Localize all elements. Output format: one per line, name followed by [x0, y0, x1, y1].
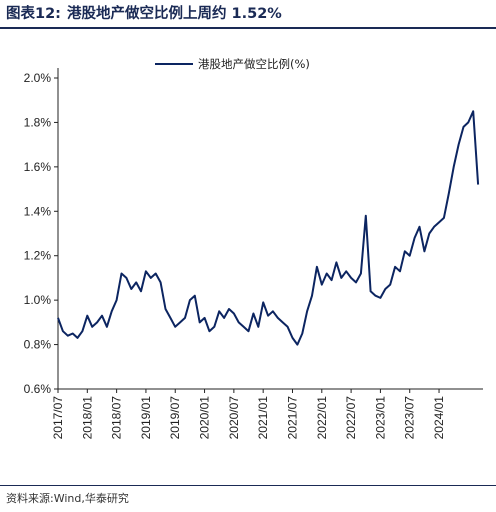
x-tick-label: 2023/07	[403, 396, 417, 440]
y-tick-label: 1.2%	[24, 249, 52, 263]
x-tick-label: 2018/01	[80, 396, 94, 440]
x-tick-label: 2018/07	[110, 396, 124, 440]
figure-title-text: 港股地产做空比例上周约 1.52%	[66, 6, 282, 22]
x-tick-label: 2023/01	[373, 396, 387, 440]
source-rule	[0, 485, 496, 486]
line-chart: 0.6% 0.8% 1.0% 1.2% 1.4% 1.6% 1.8% 2.0% 2017/07…	[24, 57, 483, 439]
series-line-0	[57, 110, 480, 346]
figure-title: 图表12: 港股地产做空比例上周约 1.52%	[6, 3, 490, 27]
x-tick-label: 2020/01	[198, 396, 212, 440]
x-tick-label: 2019/01	[139, 396, 153, 440]
y-tick-label: 1.0%	[24, 293, 52, 307]
y-tick-label: 0.8%	[24, 338, 52, 352]
title-rule	[0, 27, 496, 29]
x-tick-label: 2019/07	[168, 396, 182, 440]
series-layer	[57, 110, 480, 346]
chart-axes	[57, 68, 483, 390]
x-tick-label: 2020/07	[227, 396, 241, 440]
x-tick-label: 2021/01	[256, 396, 270, 440]
x-tick-label: 2022/07	[344, 396, 358, 440]
chart-legend: 港股地产做空比例(%)	[155, 57, 310, 71]
x-tick-label: 2017/07	[51, 396, 65, 440]
y-tick-label: 0.6%	[24, 382, 52, 396]
y-tick-label: 1.4%	[24, 204, 52, 218]
x-tick-label: 2024/01	[432, 396, 446, 440]
source-note: 资料来源:Wind,华泰研究	[6, 492, 129, 505]
x-axis-ticks: 2017/07 2018/01 2018/07 2019/01 2019/07 2020/…	[51, 389, 446, 439]
legend-label: 港股地产做空比例(%)	[198, 57, 310, 71]
y-tick-label: 2.0%	[24, 71, 52, 85]
figure-label: 图表12:	[6, 6, 61, 22]
x-tick-label: 2021/07	[285, 396, 299, 440]
y-tick-label: 1.8%	[24, 115, 52, 129]
y-tick-label: 1.6%	[24, 160, 52, 174]
x-tick-label: 2022/01	[315, 396, 329, 440]
y-axis-ticks: 0.6% 0.8% 1.0% 1.2% 1.4% 1.6% 1.8% 2.0%	[24, 71, 58, 396]
